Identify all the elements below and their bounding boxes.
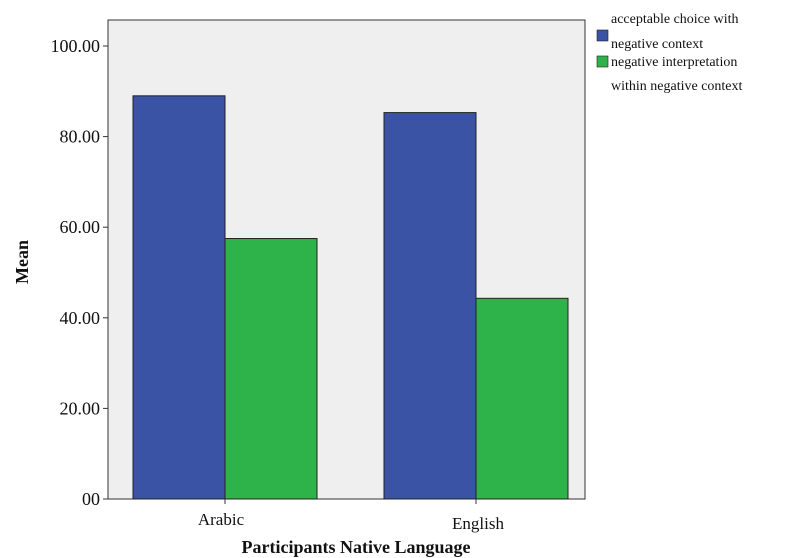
x-axis: Arabic English <box>198 499 504 533</box>
y-tick-label: 80.00 <box>60 127 101 147</box>
legend-swatch-series-1 <box>596 29 609 42</box>
bars-group <box>132 95 569 500</box>
legend-label-series-1-line-2: negative context <box>611 37 703 52</box>
y-tick-label: 100.00 <box>51 36 101 56</box>
legend-swatch-series-2 <box>596 55 609 68</box>
x-axis-title: Participants Native Language <box>242 537 471 557</box>
y-tick-label: 00 <box>82 489 100 509</box>
x-tick-label-english: English <box>452 514 504 533</box>
y-axis: 00 20.00 40.00 60.00 80.00 100.00 <box>51 36 108 509</box>
bar-arabic-series-2 <box>224 238 318 500</box>
y-tick-label: 20.00 <box>60 398 101 418</box>
bar-english-series-2 <box>475 297 569 500</box>
y-axis-title: Mean <box>12 240 32 284</box>
legend-label-series-1-line-1: acceptable choice with <box>611 12 738 27</box>
bar-english-series-1 <box>383 112 477 500</box>
legend-label-series-2-line-2: within negative context <box>611 79 743 94</box>
y-tick-label: 40.00 <box>60 308 101 328</box>
y-tick-label: 60.00 <box>60 217 101 237</box>
x-tick-label-arabic: Arabic <box>198 510 245 529</box>
legend-label-series-2-line-1: negative interpretation <box>611 55 737 70</box>
bar-arabic-series-1 <box>132 95 226 500</box>
legend: acceptable choice with negative context … <box>596 12 743 94</box>
